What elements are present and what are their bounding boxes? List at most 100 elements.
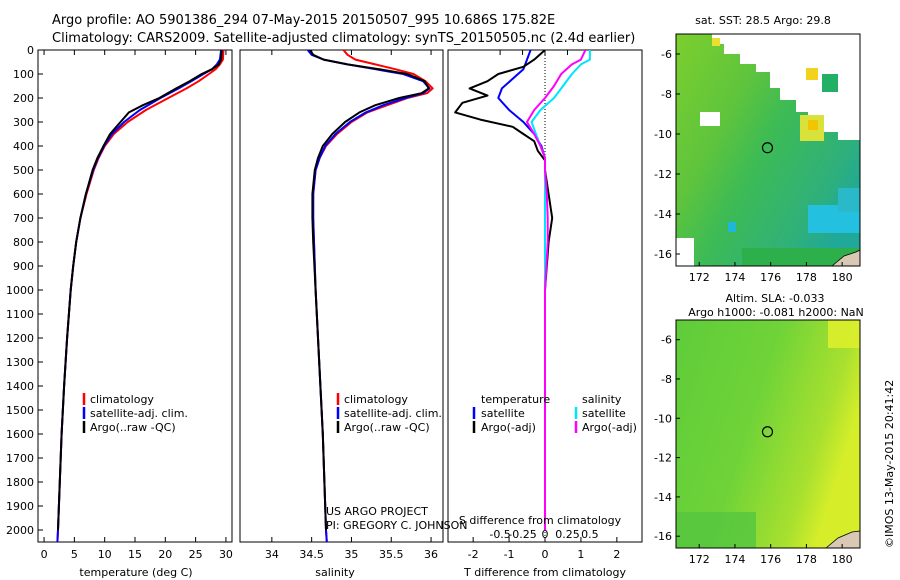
y-tick-label: 1300 [6,356,34,369]
x-tick-label: 5 [71,548,78,561]
sla-map-title-line2: Argo h1000: -0.081 h2000: NaN [688,306,864,319]
s-tick-label: -0.5 [489,528,510,541]
depth-axis: 0 100 200 300 400 500 600 700 800 900 1000 1100 1200… [6,44,43,537]
sla-low-patch [676,512,756,548]
difference-top-axis: -0.5-0.25 0 0.25 0.5 [489,50,599,541]
lat-tick-label: -14 [654,491,672,504]
difference-lines [454,50,591,530]
series-salinity-argo-adj [526,50,587,530]
sst-map-panel: sat. SST: 28.5 Argo: 29.8 172 174 176 178 18… [654,14,861,284]
y-tick-label: 700 [13,212,34,225]
lat-tick-label: -6 [661,48,672,61]
series-climatology [312,50,434,542]
y-tick-label: 200 [13,92,34,105]
sla-field [676,320,860,548]
sst-cloud-gap [700,112,720,126]
lon-tick-label: 174 [724,271,745,284]
series-temperature-satellite [497,50,546,530]
x-tick-label: -2 [468,548,479,561]
temperature-x-axis: 0 5 10 15 20 25 30 [41,50,233,561]
t-difference-xlabel: T difference from climatology [463,566,626,579]
project-credit: US ARGO PROJECT [326,505,428,518]
sst-pixel-cluster [822,74,838,92]
x-tick-label: 10 [98,548,112,561]
temperature-legend: climatology satellite-adj. clim. Argo(..… [82,393,188,434]
lat-tick-label: -12 [654,452,672,465]
x-tick-label: 36 [424,548,438,561]
lon-tick-label: 176 [760,271,781,284]
series-argo-raw-qc [57,50,223,531]
sla-field-detail [676,320,861,549]
salinity-x-axis: 34 34.5 35 35.5 36 [265,50,438,561]
lon-tick-label: 178 [796,271,817,284]
salinity-xlabel: salinity [315,566,355,579]
series-satellite-adj-clim [306,50,431,542]
sst-cool-pixel [728,222,736,232]
lat-tick-label: -16 [654,530,672,543]
lon-tick-label: 178 [796,553,817,566]
y-tick-label: 1600 [6,428,34,441]
legend-argo: Argo(..raw -QC) [344,421,430,434]
salinity-panel: 34 34.5 35 35.5 36 salinity climatology sate… [239,49,467,579]
y-tick-label: 900 [13,260,34,273]
sst-cloud-gap [676,34,860,140]
lat-tick-label: -16 [654,248,672,261]
salinity-legend: climatology satellite-adj. clim. Argo(..… [336,393,442,434]
sst-hot-patch [808,120,818,130]
x-tick-label: 20 [158,548,172,561]
sla-map-frame [675,319,861,549]
difference-panel: -2 -1 0 1 2 -0.5-0.25 0 0.25 0.5 T difference f… [447,49,643,579]
y-tick-label: 600 [13,188,34,201]
argo-float-marker [761,142,774,154]
x-tick-label: 0 [542,548,549,561]
temperature-axes-frame [37,49,233,543]
y-tick-label: 400 [13,140,34,153]
x-tick-label: 30 [219,548,233,561]
lat-tick-label: -10 [654,128,672,141]
temperature-xlabel: temperature (deg C) [79,566,192,579]
series-satellite-adj-clim [56,50,223,542]
sst-lon-axis: 172 174 176 178 180 [689,262,853,284]
imos-credit: ©IMOS 13-May-2015 20:41:42 [883,380,896,548]
legend-s-satellite: satellite [582,407,626,420]
series-climatology [56,50,225,542]
lat-tick-label: -8 [661,88,672,101]
lon-tick-label: 180 [832,271,853,284]
y-tick-label: 100 [13,68,34,81]
x-tick-label: 0 [41,548,48,561]
x-tick-label: 15 [128,548,142,561]
sla-lat-axis: -6 -8 -10 -12 -14 -16 [654,334,680,543]
sla-map-panel: Altim. SLA: -0.033 Argo h1000: -0.081 h2… [654,292,864,566]
s-tick-label: 0.25 [555,528,580,541]
lat-tick-label: -14 [654,208,672,221]
legend-satellite-adj: satellite-adj. clim. [344,407,442,420]
y-tick-label: 500 [13,164,34,177]
lat-tick-label: -12 [654,168,672,181]
sst-warm-pixel [806,68,818,80]
y-tick-label: 1400 [6,380,34,393]
sst-map-title: sat. SST: 28.5 Argo: 29.8 [695,14,831,27]
legend-climatology: climatology [344,393,408,406]
legend-temperature-heading: temperature [481,393,550,406]
lon-tick-label: 172 [689,271,710,284]
series-temperature-argo-adj [454,50,554,530]
sst-south-band [742,248,860,266]
s-tick-label: -0.25 [508,528,536,541]
legend-satellite-adj: satellite-adj. clim. [90,407,188,420]
x-tick-label: 34.5 [299,548,324,561]
y-tick-label: 1500 [6,404,34,417]
figure-title-line2: Climatology: CARS2009. Satellite-adjuste… [52,31,635,46]
legend-argo: Argo(..raw -QC) [90,421,176,434]
y-tick-label: 1100 [6,308,34,321]
sst-map-frame [675,33,861,267]
x-tick-label: 35.5 [379,548,404,561]
lat-tick-label: -6 [661,334,672,347]
y-tick-label: 1900 [6,500,34,513]
salinity-axes-frame [239,49,444,543]
argo-float-marker [761,426,774,438]
x-tick-label: 1 [577,548,584,561]
difference-legend: temperature satellite Argo(-adj) salinit… [472,393,637,434]
x-tick-label: 25 [189,548,203,561]
sst-cool-patch [838,188,860,212]
y-tick-label: 300 [13,116,34,129]
